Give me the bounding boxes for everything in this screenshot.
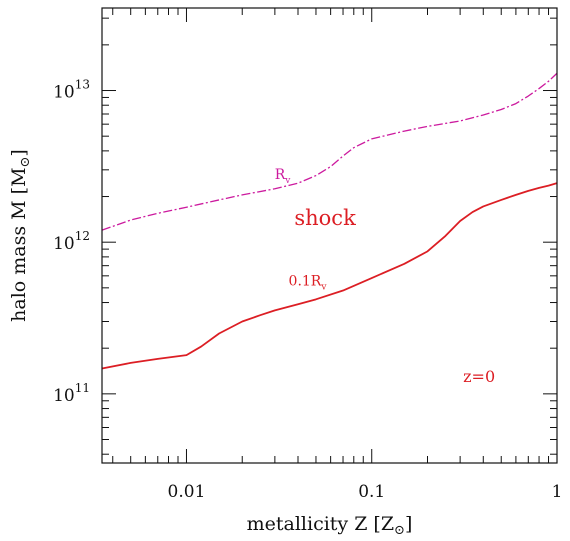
axes-layer	[101, 7, 558, 464]
y-axis-title-close: ]	[8, 149, 30, 156]
annotation-sub: v	[320, 282, 327, 292]
y-tick-base: 10	[53, 386, 75, 406]
y-axis-title-text: halo mass M [M	[8, 167, 30, 321]
x-tick-label: 0.1	[358, 482, 385, 502]
y-tick-exponent: 12	[75, 229, 90, 243]
annotation-text: z=0	[463, 367, 495, 386]
annotation-text: 0.1R	[289, 273, 322, 289]
series-layer	[101, 72, 558, 370]
x-axis-title: metallicity Z [Z⊙]	[247, 513, 413, 538]
annotation-text: R	[275, 167, 286, 183]
annotation-01rv: 0.1Rv	[289, 273, 328, 292]
y-axis-title-sub: ⊙	[18, 157, 33, 168]
y-tick-base: 10	[53, 83, 75, 103]
y-tick-label: 1013	[53, 78, 90, 103]
annotation-sub: v	[284, 176, 291, 186]
y-tick-exponent: 13	[75, 78, 90, 92]
x-tick-label: 0.01	[168, 482, 206, 502]
x-axis-title-text: metallicity Z [Z	[247, 513, 394, 535]
x-axis-title-close: ]	[405, 513, 412, 535]
annotation-rv: Rv	[275, 167, 292, 186]
y-tick-exponent: 11	[75, 381, 90, 395]
y-tick-label: 1012	[53, 229, 90, 254]
annotation-shock: shock	[294, 206, 356, 230]
y-tick-label: 1011	[53, 381, 90, 406]
annotation-text: shock	[294, 206, 356, 230]
x-axis-title-sub: ⊙	[394, 523, 405, 538]
y-tick-base: 10	[53, 234, 75, 254]
plot-frame	[101, 7, 558, 464]
y-axis-title: halo mass M [M⊙]	[8, 149, 33, 322]
annotation-z0: z=0	[463, 367, 495, 386]
series-line-inner-radius	[101, 182, 558, 370]
series-line-virial-radius	[101, 72, 558, 231]
x-tick-label: 1	[552, 482, 563, 502]
